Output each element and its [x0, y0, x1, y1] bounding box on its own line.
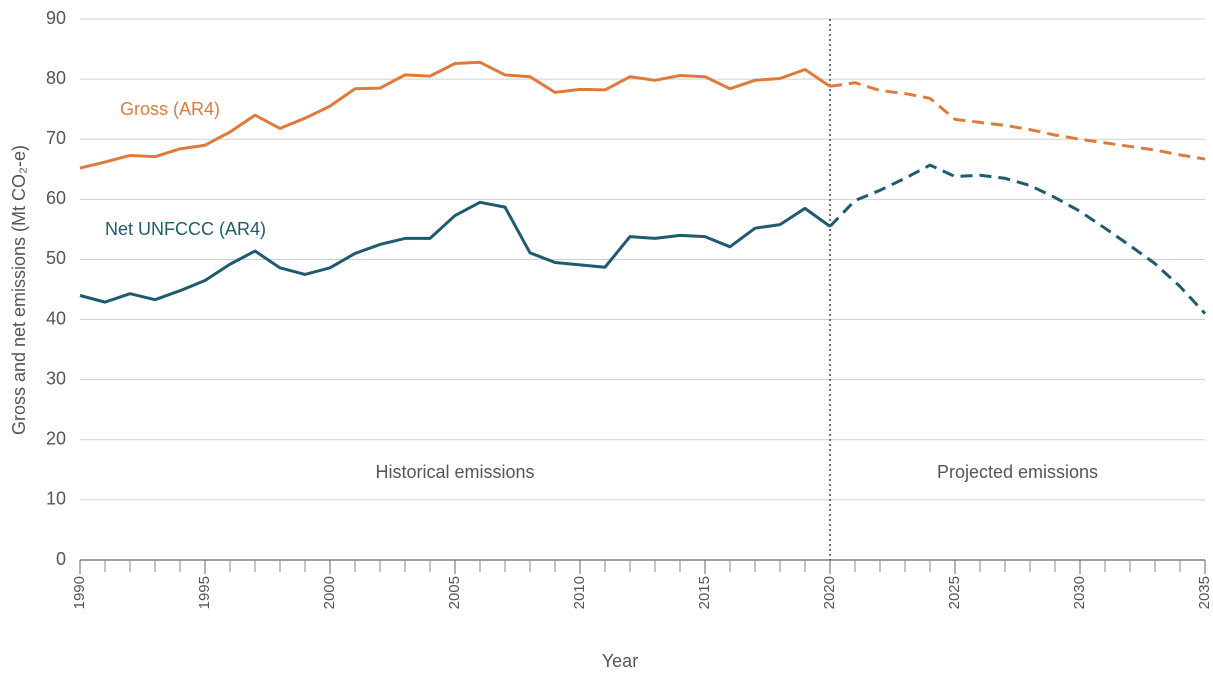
- x-tick-label: 2015: [696, 576, 713, 609]
- x-tick-label: 2005: [446, 576, 463, 609]
- x-tick-label: 1995: [196, 576, 213, 609]
- y-tick-label: 20: [46, 429, 66, 449]
- y-tick-label: 30: [46, 368, 66, 388]
- y-tick-label: 60: [46, 188, 66, 208]
- y-tick-label: 90: [46, 8, 66, 28]
- y-tick-label: 10: [46, 489, 66, 509]
- x-tick-label: 2020: [821, 576, 838, 609]
- x-tick-label: 2000: [321, 576, 338, 609]
- annotation: Projected emissions: [937, 462, 1098, 482]
- x-tick-label: 2035: [1196, 576, 1213, 609]
- y-axis-label: Gross and net emissions (Mt CO₂-e): [9, 145, 29, 435]
- x-tick-label: 2025: [946, 576, 963, 609]
- y-tick-label: 40: [46, 308, 66, 328]
- projected-line: [828, 163, 1207, 315]
- series-label: Gross (AR4): [120, 99, 220, 119]
- series-label: Net UNFCCC (AR4): [105, 219, 266, 239]
- projected-line: [829, 81, 1206, 161]
- x-tick-label: 2030: [1071, 576, 1088, 609]
- y-tick-label: 80: [46, 68, 66, 88]
- historical-line: [79, 60, 831, 170]
- y-tick-label: 50: [46, 248, 66, 268]
- historical-line: [79, 200, 831, 304]
- x-tick-label: 2010: [571, 576, 588, 609]
- annotation: Historical emissions: [375, 462, 534, 482]
- x-axis-label: Year: [602, 651, 638, 671]
- x-tick-label: 1990: [71, 576, 88, 609]
- y-tick-label: 0: [56, 549, 66, 569]
- y-tick-label: 70: [46, 128, 66, 148]
